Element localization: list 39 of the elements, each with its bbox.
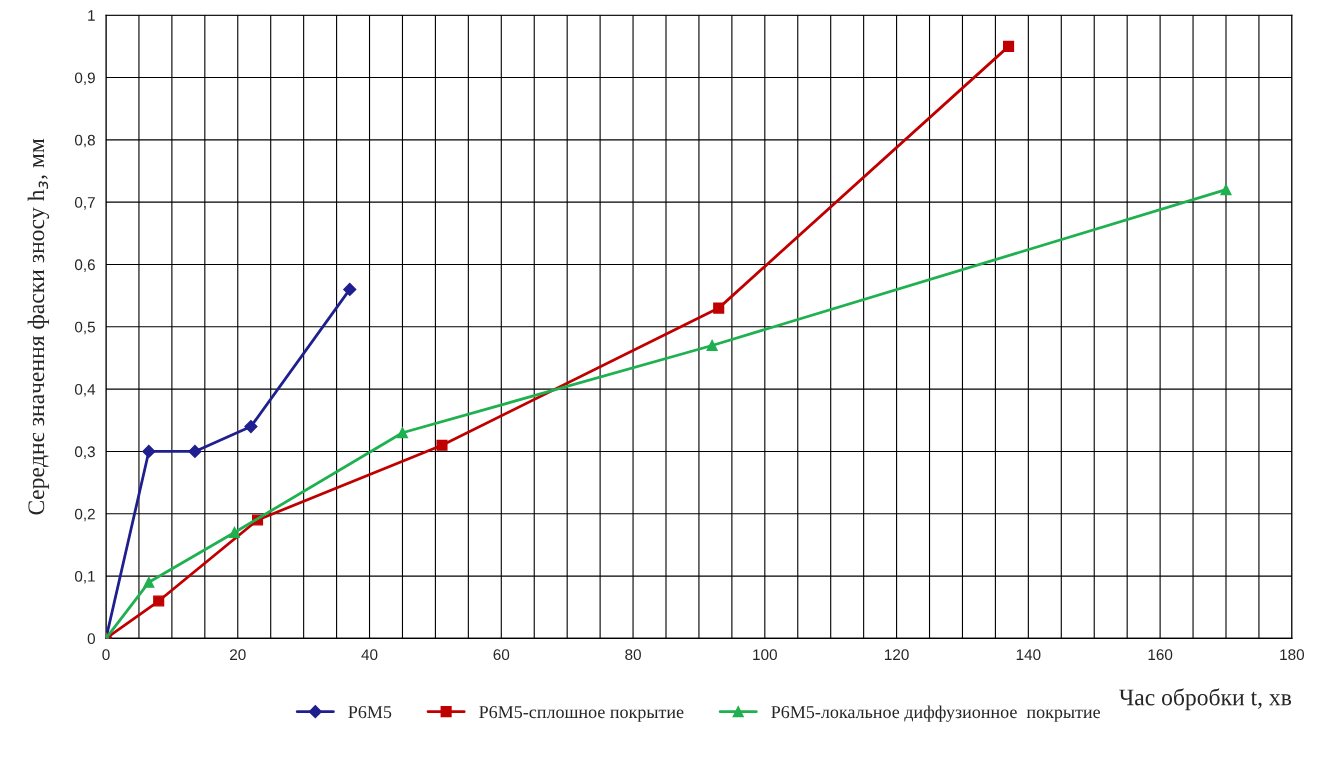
point [244,419,258,434]
point [188,444,202,459]
y-tick-label: 1 [88,10,95,21]
x-tick-label: 140 [1016,649,1041,661]
point [228,526,241,539]
x-tick-label: 160 [1148,649,1173,661]
x-tick-label: 100 [753,649,777,661]
x-tick-label: 0 [102,649,110,661]
legend-label: Р6М5-локальное диффузионное покрытие [771,705,1100,722]
point [153,595,165,607]
x-tick-label: 20 [230,649,246,661]
y-tick-label: 0,1 [74,570,95,584]
x-tick-label: 80 [625,649,641,661]
y-tick-label: 0,7 [74,197,95,210]
point [343,282,357,296]
legend-label: Р6М5 [348,706,392,719]
y-tick-label: 0,6 [74,259,95,272]
x-tick-label: 180 [1280,649,1305,661]
y-tick-label: 0,9 [74,72,95,86]
y-tick-label: 0,3 [74,446,95,459]
x-tick-label: 120 [885,649,909,661]
point [143,576,155,588]
y-tick-label: 0,2 [74,508,95,522]
point [713,302,725,314]
point [1003,40,1015,52]
point [1220,184,1232,196]
point [436,439,448,451]
x-tick-label: 60 [493,649,510,661]
y-tick-label: 0,4 [74,383,96,397]
y-axis-title: Середнє значення фаски зносу h$_{з}$, мм [27,138,50,515]
legend-label: Р6М5-сплошное покрытие [479,706,684,722]
point [396,427,409,439]
point [706,339,718,352]
y-tick-label: 0,8 [74,134,95,148]
y-tick-label: 0 [87,633,95,645]
x-tick-label: 40 [361,649,378,661]
point [142,444,156,459]
y-tick-label: 0,5 [74,321,95,335]
x-axis-title: Час обробки t, хв [1119,688,1292,711]
